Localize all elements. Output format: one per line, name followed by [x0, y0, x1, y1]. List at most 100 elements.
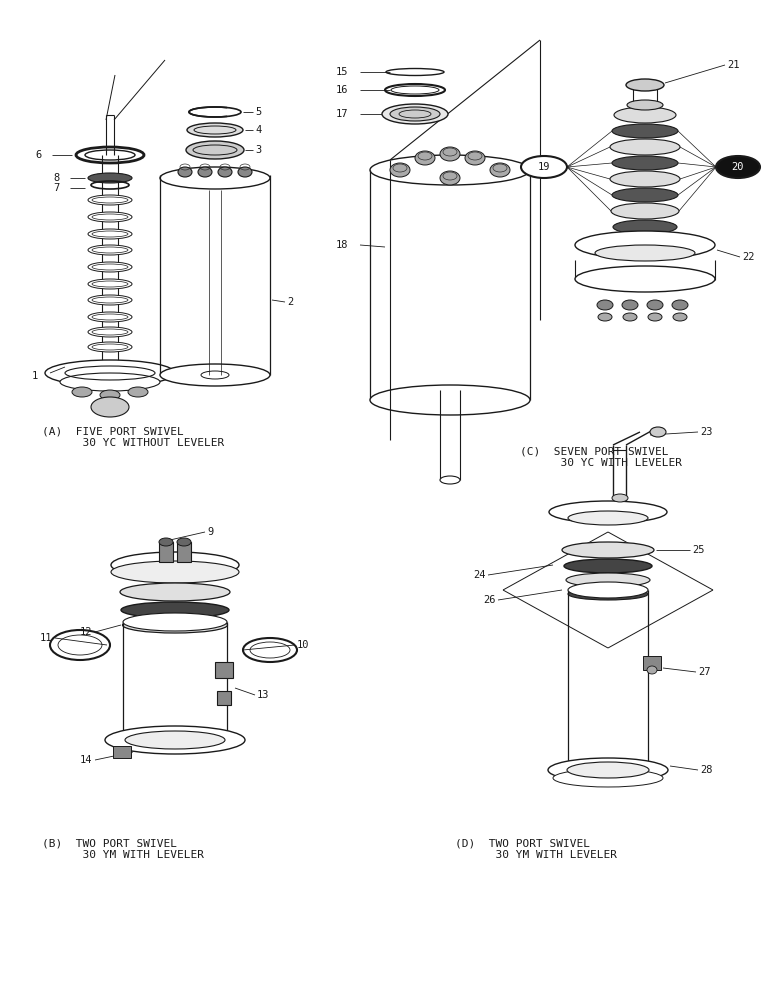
Ellipse shape — [186, 141, 244, 159]
Text: 14: 14 — [80, 755, 93, 765]
Text: 20: 20 — [732, 162, 744, 172]
Ellipse shape — [390, 163, 410, 177]
Text: 22: 22 — [742, 252, 754, 262]
Ellipse shape — [612, 494, 628, 502]
Ellipse shape — [440, 476, 460, 484]
Ellipse shape — [88, 212, 132, 222]
Ellipse shape — [128, 387, 148, 397]
Text: 23: 23 — [700, 427, 713, 437]
Ellipse shape — [553, 769, 663, 787]
Ellipse shape — [568, 582, 648, 598]
Ellipse shape — [612, 124, 678, 138]
Ellipse shape — [123, 613, 227, 631]
Ellipse shape — [218, 167, 232, 177]
Text: 28: 28 — [700, 765, 713, 775]
Text: (A)  FIVE PORT SWIVEL
      30 YC WITHOUT LEVELER: (A) FIVE PORT SWIVEL 30 YC WITHOUT LEVEL… — [42, 426, 224, 448]
Ellipse shape — [111, 561, 239, 583]
Ellipse shape — [647, 666, 657, 674]
Text: 21: 21 — [727, 60, 740, 70]
Text: 8: 8 — [54, 173, 60, 183]
Ellipse shape — [610, 171, 680, 187]
Ellipse shape — [121, 602, 229, 618]
Ellipse shape — [611, 203, 679, 219]
Text: (D)  TWO PORT SWIVEL
      30 YM WITH LEVELER: (D) TWO PORT SWIVEL 30 YM WITH LEVELER — [455, 838, 617, 860]
Text: 7: 7 — [54, 183, 60, 193]
Ellipse shape — [88, 342, 132, 352]
Text: 26: 26 — [483, 595, 496, 605]
Text: 3: 3 — [255, 145, 261, 155]
Ellipse shape — [568, 588, 648, 600]
Text: 12: 12 — [80, 627, 93, 637]
Ellipse shape — [672, 300, 688, 310]
Ellipse shape — [177, 538, 191, 546]
Ellipse shape — [521, 156, 567, 178]
Ellipse shape — [88, 173, 132, 183]
Text: 27: 27 — [698, 667, 710, 677]
Ellipse shape — [595, 245, 695, 261]
Ellipse shape — [198, 167, 212, 177]
Ellipse shape — [548, 758, 668, 782]
Ellipse shape — [159, 538, 173, 546]
Ellipse shape — [72, 387, 92, 397]
Bar — [215, 662, 233, 678]
Ellipse shape — [648, 313, 662, 321]
Text: 6: 6 — [36, 150, 42, 160]
Text: (C)  SEVEN PORT SWIVEL
      30 YC WITH LEVELER: (C) SEVEN PORT SWIVEL 30 YC WITH LEVELER — [520, 446, 682, 468]
Ellipse shape — [647, 300, 663, 310]
Ellipse shape — [673, 313, 687, 321]
Ellipse shape — [382, 104, 448, 124]
Text: 25: 25 — [692, 545, 705, 555]
Bar — [113, 746, 131, 758]
Ellipse shape — [627, 100, 663, 110]
Ellipse shape — [100, 390, 120, 400]
Bar — [217, 691, 231, 705]
Ellipse shape — [490, 163, 510, 177]
Ellipse shape — [568, 511, 648, 525]
Ellipse shape — [564, 559, 652, 573]
Ellipse shape — [88, 279, 132, 289]
Ellipse shape — [612, 156, 678, 170]
Ellipse shape — [626, 79, 664, 91]
Ellipse shape — [622, 300, 638, 310]
Ellipse shape — [88, 262, 132, 272]
Text: 1: 1 — [32, 371, 38, 381]
Ellipse shape — [370, 155, 530, 185]
Ellipse shape — [610, 139, 680, 155]
Text: 9: 9 — [207, 527, 213, 537]
Ellipse shape — [650, 427, 666, 437]
Ellipse shape — [440, 171, 460, 185]
Ellipse shape — [88, 295, 132, 305]
Ellipse shape — [598, 313, 612, 321]
Ellipse shape — [566, 573, 650, 587]
Text: 15: 15 — [336, 67, 348, 77]
Bar — [643, 656, 661, 670]
Text: 4: 4 — [255, 125, 261, 135]
Ellipse shape — [575, 231, 715, 259]
Text: 10: 10 — [297, 640, 310, 650]
Ellipse shape — [613, 220, 677, 234]
Ellipse shape — [465, 151, 485, 165]
Ellipse shape — [390, 107, 440, 121]
Text: 5: 5 — [255, 107, 261, 117]
Ellipse shape — [88, 327, 132, 337]
Ellipse shape — [716, 156, 760, 178]
Ellipse shape — [178, 167, 192, 177]
Text: 11: 11 — [40, 633, 52, 643]
Text: 2: 2 — [287, 297, 293, 307]
Ellipse shape — [88, 245, 132, 255]
Ellipse shape — [88, 229, 132, 239]
Ellipse shape — [597, 300, 613, 310]
Ellipse shape — [45, 360, 175, 386]
Ellipse shape — [370, 385, 530, 415]
Bar — [177, 542, 191, 562]
Ellipse shape — [549, 501, 667, 523]
Ellipse shape — [111, 552, 239, 578]
Ellipse shape — [187, 123, 243, 137]
Ellipse shape — [160, 167, 270, 189]
Ellipse shape — [238, 167, 252, 177]
Text: (B)  TWO PORT SWIVEL
      30 YM WITH LEVELER: (B) TWO PORT SWIVEL 30 YM WITH LEVELER — [42, 838, 204, 860]
Ellipse shape — [123, 617, 228, 633]
Ellipse shape — [91, 397, 129, 417]
Ellipse shape — [562, 542, 654, 558]
Bar — [159, 542, 173, 562]
